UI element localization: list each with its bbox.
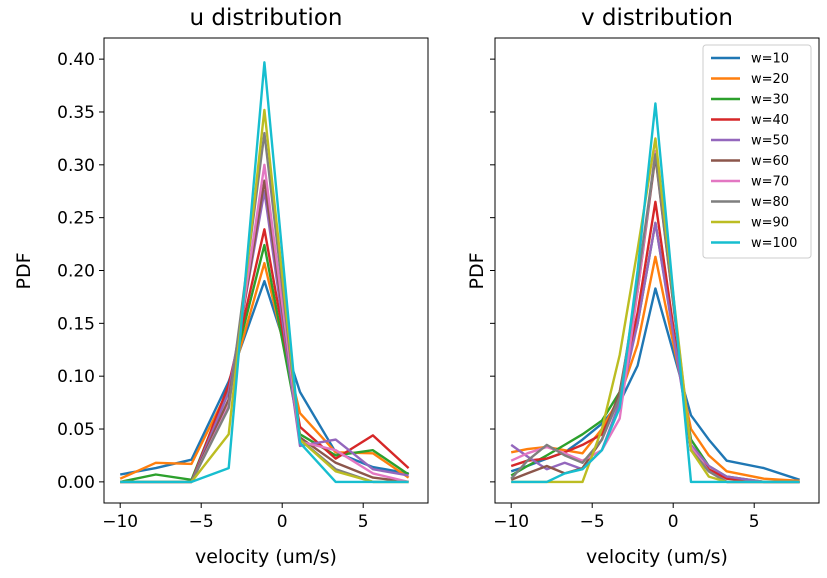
v-xtick-label: 0 bbox=[668, 512, 679, 532]
v-chart-ylabel: PDF bbox=[466, 252, 488, 289]
u-chart-ticks: −10 −5 0 5 0.00 0.05 0.10 0.15 0.20 0.25 0.30 0.35 0… bbox=[57, 50, 368, 532]
u-series-line-w70 bbox=[120, 163, 409, 484]
u-chart-xlabel: velocity (um/s) bbox=[195, 546, 337, 568]
u-chart-axes-frame bbox=[103, 37, 429, 504]
u-ytick-label: 0.00 bbox=[57, 473, 95, 493]
u-series-line-w30 bbox=[119, 243, 410, 484]
u-xtick-label: 0 bbox=[277, 512, 288, 532]
v-xtick-label: −10 bbox=[493, 512, 529, 532]
u-ytick-label: 0.25 bbox=[57, 209, 95, 229]
u-ytick-label: 0.20 bbox=[57, 262, 95, 282]
legend: w=10 w=20 w=30 w=40 w=50 w=60 w=70 w=80 w=90 w=10… bbox=[702, 44, 812, 259]
u-xtick-label: −5 bbox=[189, 512, 214, 532]
legend-entry: w=20 bbox=[751, 72, 789, 87]
u-series-line-w20 bbox=[119, 261, 410, 480]
u-xtick-label: 5 bbox=[358, 512, 369, 532]
u-chart-ylabel: PDF bbox=[13, 252, 35, 289]
v-series-line-w100 bbox=[511, 102, 800, 484]
legend-entry: w=80 bbox=[751, 195, 789, 210]
u-series-line-w100 bbox=[120, 61, 409, 484]
u-distribution-panel: u distribution velocity (um/s) PDF −10 −5… bbox=[13, 5, 429, 568]
v-chart-ticks: −10 −5 0 5 bbox=[490, 58, 760, 532]
v-chart-title: v distribution bbox=[581, 5, 733, 31]
u-chart-title: u distribution bbox=[190, 5, 343, 31]
legend-entry: w=70 bbox=[751, 175, 789, 190]
u-series-line-w10 bbox=[119, 279, 409, 476]
u-ytick-label: 0.05 bbox=[57, 420, 95, 440]
legend-entry: w=30 bbox=[751, 93, 789, 108]
u-ytick-label: 0.30 bbox=[57, 156, 95, 176]
v-chart-xlabel: velocity (um/s) bbox=[586, 546, 728, 568]
v-xtick-label: −5 bbox=[580, 512, 605, 532]
legend-entry: w=50 bbox=[751, 134, 789, 149]
u-ytick-label: 0.40 bbox=[57, 50, 95, 70]
v-chart-lines bbox=[510, 102, 800, 484]
v-distribution-panel: v distribution velocity (um/s) PDF −10 −5… bbox=[466, 5, 820, 568]
legend-entry: w=60 bbox=[751, 154, 789, 169]
legend-entry: w=100 bbox=[751, 236, 797, 251]
u-chart-lines bbox=[119, 61, 410, 484]
u-ytick-label: 0.15 bbox=[57, 314, 95, 334]
u-ytick-label: 0.10 bbox=[57, 367, 95, 387]
u-series-line-w60 bbox=[120, 179, 409, 484]
u-xtick-label: −10 bbox=[102, 512, 138, 532]
v-chart-axes-frame bbox=[494, 37, 820, 504]
legend-entry: w=90 bbox=[751, 216, 789, 231]
legend-entry: w=40 bbox=[751, 113, 789, 128]
v-xtick-label: 5 bbox=[749, 512, 760, 532]
u-ytick-label: 0.35 bbox=[57, 103, 95, 123]
legend-entry: w=10 bbox=[751, 52, 789, 67]
